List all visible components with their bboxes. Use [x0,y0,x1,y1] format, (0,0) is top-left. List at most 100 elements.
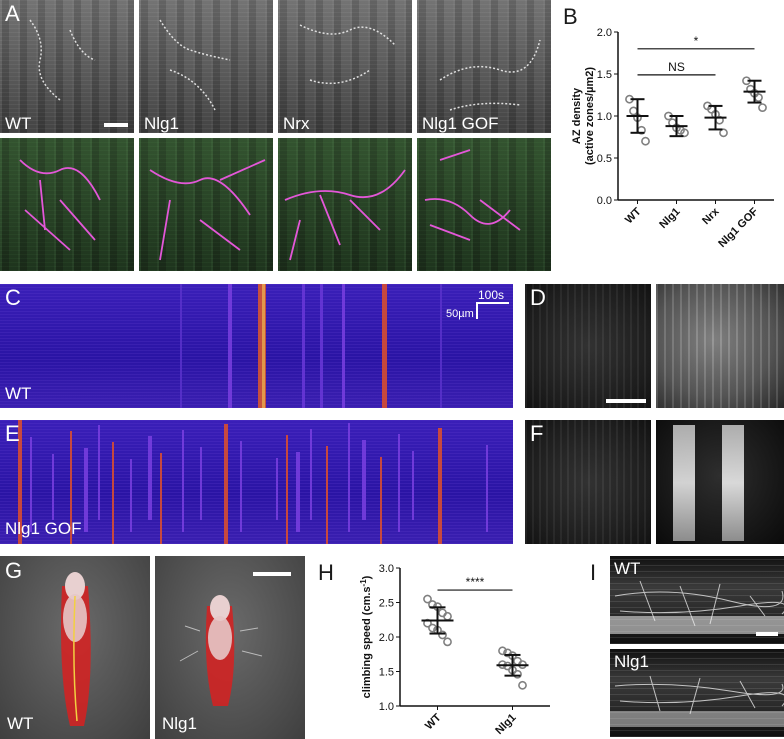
y-axis-title-line-0: AZ density [571,87,583,144]
panel-h-chart: 1.0 1.5 2.0 2.5 3.0 WT Nlg1 **** climbing speed … [359,563,550,737]
panel-d-letter: D [530,285,546,310]
panel-e-label-nlg1gof: Nlg1 GOF [5,519,82,538]
y-axis-title: climbing speed (cm.s-1) [359,575,373,698]
panel-a-wt-merge-image [0,138,134,271]
panel-i-nerve-overlay [610,580,784,727]
panel-a-label-nlg1gof: Nlg1 GOF [422,114,499,133]
panel-g-fly-overlay [61,572,263,726]
kymo-event-24 [438,428,442,544]
panel-a-scale-bar [104,123,128,127]
panel-d-image-before [525,284,651,408]
kymo-event-21 [380,457,382,544]
kymo-event-9 [160,453,162,544]
y-tick-label-0: 0.0 [597,195,612,207]
kymo-event-0 [18,420,22,544]
panel-c-scale-time: 100s [478,288,505,302]
data-point-0-6 [428,623,437,633]
panel-f-active-band-2 [722,425,744,541]
kymo-event-11 [200,447,202,520]
sig-label-0: * [694,34,699,48]
kymo-event-15 [286,435,288,544]
x-tick-label-2: Nrx [700,205,722,227]
kymo-event-7 [130,459,132,532]
kymo-event-20 [362,440,366,520]
panel-i-nlg1-image [610,649,784,737]
y-tick-label-2: 2.0 [379,632,394,644]
kymo-event-13 [240,441,242,532]
panel-c-scale-vertical [476,302,478,319]
kymo-event-8 [148,436,152,520]
panel-h-letter: H [318,560,334,585]
panel-a-nrx-gray-image [278,0,412,133]
kymo-event-5 [98,425,100,520]
data-point-1-9 [518,680,527,690]
kymo-event-6 [112,442,114,544]
kymo-event-12 [224,424,228,544]
y-tick-label-3: 1.5 [597,69,612,81]
y-axis-title-end: ) [361,575,373,579]
data-point-3-4 [758,103,767,112]
panel-f-letter: F [530,421,544,446]
kymo-event-23 [412,451,414,520]
data-point-1-8 [513,669,522,679]
x-tick-label-0: WT [423,711,444,732]
panel-i-letter: I [590,560,597,585]
sig-label-0: **** [466,575,485,589]
y-axis-title-line-1: (active zones/µm2) [584,67,596,165]
kymo-event-2 [52,454,54,520]
panel-i-label-wt: WT [614,559,641,578]
kymo-event-18 [326,446,328,544]
kymo-event-19 [348,423,350,532]
panel-c-scale-horizontal [476,302,509,304]
x-tick-label-0: WT [623,205,644,226]
panel-a-label-nrx: Nrx [283,114,310,133]
x-tick-label-1: Nlg1 [657,206,682,231]
panel-g-letter: G [5,558,23,583]
panel-c-kymograph [0,284,513,408]
kymo-event-17 [310,429,312,520]
panel-f-image-before [525,420,651,544]
data-point-1-0 [498,646,507,656]
panel-a-nlg1gof-merge-image [417,138,551,271]
kymo-event-3 [70,431,72,544]
sig-label-1: NS [668,60,685,74]
x-tick-label-1: Nlg1 [493,712,518,737]
panel-e-kymo-events [18,420,488,544]
panel-f-active-band-1 [673,425,695,541]
panel-c-kymo-events [180,284,442,408]
y-axis-title-main: climbing speed (cm.s [361,586,373,698]
panel-b-letter: B [563,4,578,29]
kymo-event-4 [84,448,88,532]
panel-i-label-nlg1: Nlg1 [614,652,649,671]
panel-d-scale-bar [606,399,646,403]
kymo-event-25 [486,445,488,532]
panel-g-label-wt: WT [7,714,34,733]
data-point-1-4 [680,128,689,138]
kymo-event-1 [30,437,32,532]
panel-c-letter: C [5,285,21,310]
kymo-event-22 [398,434,400,532]
y-tick-label-1: 0.5 [597,153,612,165]
data-point-2-4 [719,128,728,138]
data-point-0-9 [443,637,452,647]
panel-a-nrx-merge-image [278,138,412,271]
y-tick-label-1: 1.5 [379,667,394,679]
panel-e-letter: E [5,421,20,446]
panel-c-label-wt: WT [5,384,32,403]
data-point-0-4 [641,136,650,146]
panel-c-scale-space: 50µm [446,308,474,320]
panel-a-label-nlg1: Nlg1 [144,114,179,133]
panel-g-label-nlg1: Nlg1 [162,714,197,733]
data-point-0-1 [629,106,638,116]
y-tick-label-4: 2.0 [597,27,612,39]
panel-a-nlg1-gray-image [139,0,273,133]
kymo-event-10 [182,430,184,532]
panel-i-scale-bar [756,632,778,636]
panel-a-nmj-overlay [19,19,541,261]
y-axis-title: AZ density(active zones/µm2) [571,67,596,165]
y-tick-label-2: 1.0 [597,111,612,123]
y-tick-label-3: 2.5 [379,598,394,610]
kymo-event-16 [296,452,300,532]
panel-a-wt-gray-image [0,0,134,133]
data-point-0-8 [438,630,447,640]
